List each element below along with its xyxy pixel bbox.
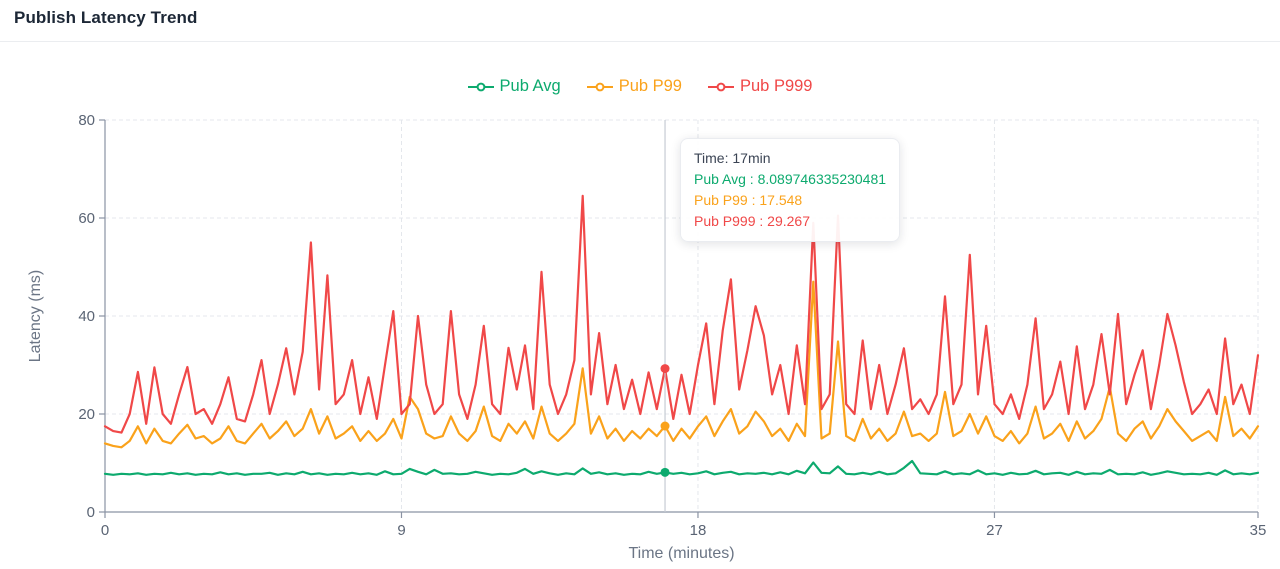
legend-item-pub-p99[interactable]: Pub P99 (586, 77, 682, 96)
tooltip-row-pub-avg: Pub Avg : 8.089746335230481 (694, 171, 887, 187)
series-line-pub-p999 (103, 194, 1260, 434)
x-axis-tick-label: 0 (101, 522, 109, 539)
crosshair-dot-pub-avg (660, 467, 670, 477)
page-title: Publish Latency Trend (14, 8, 198, 27)
tooltip-time: Time: 17min (694, 150, 771, 166)
chart-legend: Pub Avg Pub P99 Pub P999 (0, 77, 1280, 96)
legend-marker-icon (467, 82, 494, 91)
x-axis-tick-label: 18 (690, 522, 707, 539)
series-line-pub-avg (103, 459, 1260, 476)
legend-marker-icon (586, 82, 613, 91)
x-axis-title: Time (minutes) (628, 545, 734, 562)
legend-item-pub-p999[interactable]: Pub P999 (708, 77, 812, 96)
crosshair-dot-pub-p999 (660, 364, 670, 374)
header-divider (0, 41, 1280, 42)
axes: 0 9 18 27 35 0 20 40 60 80 Time (minutes) Latency (… (27, 112, 1266, 562)
chart-tooltip: Time: 17min Pub Avg : 8.089746335230481 … (680, 138, 901, 242)
crosshair-dot-pub-p99 (660, 421, 670, 431)
tooltip-row-pub-p999: Pub P999 : 29.267 (694, 213, 810, 229)
y-axis-tick-label: 40 (78, 308, 95, 325)
x-axis-tick-label: 27 (986, 522, 1003, 539)
y-axis-tick-label: 0 (87, 504, 95, 521)
legend-label-pub-avg: Pub Avg (499, 77, 561, 95)
x-axis-tick-label: 9 (397, 522, 405, 539)
series-line-pub-p99 (103, 280, 1260, 449)
legend-marker-icon (708, 82, 734, 91)
legend-item-pub-avg[interactable]: Pub Avg (467, 77, 561, 96)
x-axis-tick-label: 35 (1250, 522, 1267, 539)
y-axis-tick-label: 60 (78, 210, 95, 227)
legend-label-pub-p999: Pub P999 (740, 77, 813, 95)
y-axis-tick-label: 20 (78, 406, 95, 423)
y-axis-tick-label: 80 (78, 112, 95, 129)
tooltip-row-pub-p99: Pub P99 : 17.548 (694, 192, 803, 208)
y-axis-title: Latency (ms) (27, 270, 44, 362)
legend-label-pub-p99: Pub P99 (618, 77, 682, 95)
